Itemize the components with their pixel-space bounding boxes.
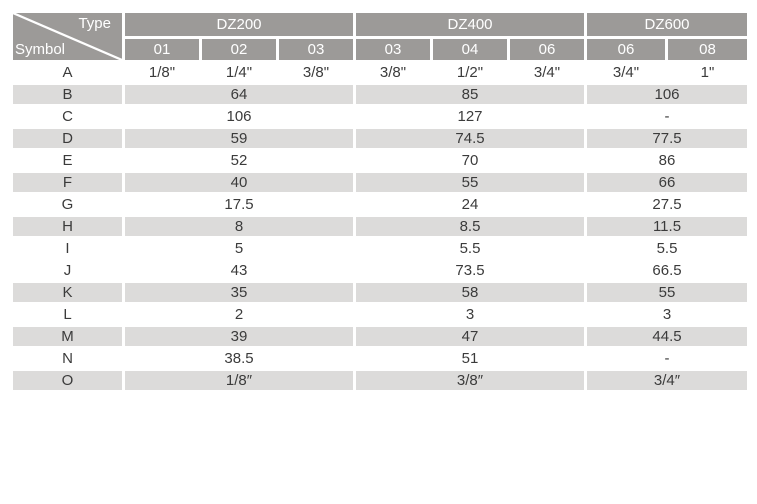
value-cell: - [584,104,750,129]
symbol-cell: K [10,280,125,305]
table-row-g: G 17.5 24 27.5 [10,192,750,217]
size-header: 08 [665,36,750,63]
size-header: 01 [122,36,202,63]
table-row-j: J 43 73.5 66.5 [10,258,750,283]
value-cell: 85 [353,82,587,107]
value-cell: 3/4" [584,60,668,85]
value-cell: 2 [122,302,356,327]
value-cell: 3/8" [353,60,433,85]
group-header-dz400: DZ400 [353,10,587,39]
symbol-cell: N [10,346,125,371]
group-header-dz600: DZ600 [584,10,750,39]
symbol-cell: A [10,60,125,85]
symbol-cell: L [10,302,125,327]
value-cell: 55 [353,170,587,195]
symbol-cell: I [10,236,125,261]
value-cell: 59 [122,126,356,151]
value-cell: 106 [122,104,356,129]
corner-symbol-label: Symbol [15,41,66,58]
value-cell: 8 [122,214,356,239]
symbol-cell: O [10,368,125,393]
value-cell: 17.5 [122,192,356,217]
value-cell: 1/8" [122,60,202,85]
value-cell: 3/8" [276,60,356,85]
corner-type-label: Type [78,15,111,32]
table-row-l: L 2 3 3 [10,302,750,327]
value-cell: 38.5 [122,346,356,371]
value-cell: 77.5 [584,126,750,151]
value-cell: 47 [353,324,587,349]
value-cell: 3/4″ [584,368,750,393]
value-cell: 55 [584,280,750,305]
value-cell: 24 [353,192,587,217]
value-cell: 35 [122,280,356,305]
value-cell: 5.5 [353,236,587,261]
table-row-f: F 40 55 66 [10,170,750,195]
symbol-cell: C [10,104,125,129]
size-header: 04 [430,36,510,63]
value-cell: 127 [353,104,587,129]
value-cell: 1/8″ [122,368,356,393]
value-cell: 3/4" [507,60,587,85]
table-row-n: N 38.5 51 - [10,346,750,371]
value-cell: 43 [122,258,356,283]
value-cell: 74.5 [353,126,587,151]
value-cell: 52 [122,148,356,173]
value-cell: 5.5 [584,236,750,261]
value-cell: 66.5 [584,258,750,283]
size-header: 03 [276,36,356,63]
value-cell: 70 [353,148,587,173]
size-header: 06 [584,36,668,63]
spec-table: Type Symbol DZ200 DZ400 DZ600 01 02 03 0… [10,10,750,393]
value-cell: 5 [122,236,356,261]
value-cell: 1/4" [199,60,279,85]
table-row-h: H 8 8.5 11.5 [10,214,750,239]
symbol-cell: G [10,192,125,217]
symbol-cell: D [10,126,125,151]
value-cell: 106 [584,82,750,107]
size-header: 06 [507,36,587,63]
table-row-m: M 39 47 44.5 [10,324,750,349]
value-cell: 64 [122,82,356,107]
table-row-e: E 52 70 86 [10,148,750,173]
table-row-b: B 64 85 106 [10,82,750,107]
value-cell: 51 [353,346,587,371]
size-header: 03 [353,36,433,63]
value-cell: 3 [353,302,587,327]
table-row-i: I 5 5.5 5.5 [10,236,750,261]
value-cell: 11.5 [584,214,750,239]
value-cell: 44.5 [584,324,750,349]
symbol-cell: E [10,148,125,173]
value-cell: 27.5 [584,192,750,217]
value-cell: - [584,346,750,371]
value-cell: 73.5 [353,258,587,283]
value-cell: 86 [584,148,750,173]
symbol-cell: J [10,258,125,283]
size-header: 02 [199,36,279,63]
value-cell: 66 [584,170,750,195]
value-cell: 3 [584,302,750,327]
group-header-dz200: DZ200 [122,10,356,39]
value-cell: 8.5 [353,214,587,239]
value-cell: 40 [122,170,356,195]
corner-cell: Type Symbol [10,10,125,63]
diagonal-divider-line [13,13,122,60]
value-cell: 3/8″ [353,368,587,393]
value-cell: 1" [665,60,750,85]
value-cell: 39 [122,324,356,349]
symbol-cell: F [10,170,125,195]
table-row-a: A 1/8" 1/4" 3/8" 3/8" 1/2" 3/4" 3/4" 1" [10,60,750,85]
table-row-c: C 106 127 - [10,104,750,129]
value-cell: 58 [353,280,587,305]
symbol-cell: M [10,324,125,349]
table-row-k: K 35 58 55 [10,280,750,305]
table-row-d: D 59 74.5 77.5 [10,126,750,151]
value-cell: 1/2" [430,60,510,85]
table-row-o: O 1/8″ 3/8″ 3/4″ [10,368,750,393]
symbol-cell: B [10,82,125,107]
symbol-cell: H [10,214,125,239]
